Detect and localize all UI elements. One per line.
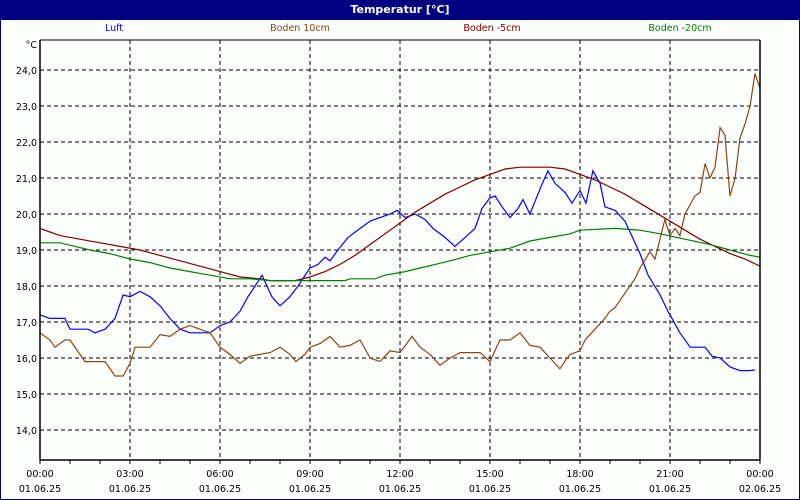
x-tick-date: 01.06.25 xyxy=(289,484,331,495)
x-tick-date: 01.06.25 xyxy=(469,484,511,495)
x-tick-date: 01.06.25 xyxy=(109,484,151,495)
x-tick-date: 01.06.25 xyxy=(559,484,601,495)
y-tick-label: 22,0 xyxy=(16,138,37,149)
x-tick-time: 21:00 xyxy=(656,469,683,480)
x-tick-time: 09:00 xyxy=(296,469,323,480)
x-tick-time: 18:00 xyxy=(566,469,593,480)
y-tick-label: 19,0 xyxy=(16,246,37,257)
x-tick-date: 01.06.25 xyxy=(199,484,241,495)
legend-boden-10cm: Boden 10cm xyxy=(270,23,330,34)
y-tick-label: 16,0 xyxy=(16,354,37,365)
x-tick-time: 00:00 xyxy=(26,469,53,480)
x-tick-time: 03:00 xyxy=(116,469,143,480)
legend-boden-20cm: Boden -20cm xyxy=(648,23,712,34)
x-tick-date: 02.06.25 xyxy=(739,484,781,495)
x-axis-ticks: 00:00 01.06.25 03:00 01.06.25 06:00 01.06.25 0… xyxy=(19,460,781,495)
series-line-boden-10cm xyxy=(39,73,761,377)
x-tick-date: 01.06.25 xyxy=(649,484,691,495)
data-series xyxy=(39,73,761,377)
x-tick-time: 00:00 xyxy=(746,469,773,480)
series-line-boden-20cm xyxy=(40,227,761,282)
legend-luft: Luft xyxy=(104,23,124,34)
chart-title: Temperatur [°C] xyxy=(0,0,800,20)
y-tick-label: 20,0 xyxy=(16,210,37,221)
series-line-boden-5cm xyxy=(39,166,761,282)
x-tick-time: 06:00 xyxy=(206,469,233,480)
x-tick-date: 01.06.25 xyxy=(379,484,421,495)
y-tick-label: 15,0 xyxy=(16,390,37,401)
x-tick-time: 12:00 xyxy=(386,469,413,480)
grid-lines xyxy=(40,40,760,460)
x-tick-date: 01.06.25 xyxy=(19,484,61,495)
x-tick-time: 15:00 xyxy=(476,469,503,480)
y-tick-label: 14,0 xyxy=(16,426,37,437)
y-tick-label: 17,0 xyxy=(16,318,37,329)
y-axis-ticks: 24,0 23,0 22,0 21,0 20,0 19,0 18,0 17,0 16,0 15,0… xyxy=(16,66,37,437)
y-tick-label: 18,0 xyxy=(16,282,37,293)
y-tick-label: 21,0 xyxy=(16,174,37,185)
series-line-luft xyxy=(39,169,755,372)
y-tick-label: 24,0 xyxy=(16,66,37,77)
legend-boden-5cm: Boden -5cm xyxy=(463,23,521,34)
y-tick-label: 23,0 xyxy=(16,102,37,113)
y-axis-unit: °C xyxy=(26,40,38,51)
